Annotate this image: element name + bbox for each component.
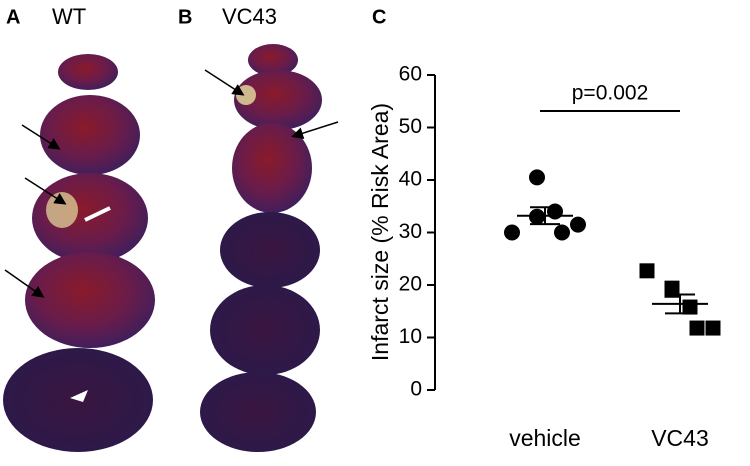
y-tick-label: 0: [410, 378, 422, 401]
data-point: [504, 224, 520, 241]
x-tick-label: VC43: [651, 425, 709, 451]
panel-letter: B: [178, 6, 192, 28]
y-axis-label: Infarct size (% Risk Area): [367, 103, 393, 361]
plot: 0 10 20 30 40 50 60 vehicle VC43 p=0.002: [399, 63, 721, 451]
data-point: [554, 224, 570, 241]
data-point: [570, 216, 586, 233]
panel-b-photo: [200, 44, 339, 452]
panel-letter: A: [6, 6, 20, 28]
y-tick-label: 60: [399, 63, 422, 86]
data-point: [529, 169, 545, 186]
y-tick-label: 30: [399, 220, 422, 243]
annotation: p=0.002: [572, 82, 649, 105]
y-tick-label: 50: [399, 115, 422, 138]
panel-caption: VC43: [222, 4, 277, 29]
data-point: [547, 203, 563, 220]
panel-caption: WT: [52, 4, 86, 29]
x-tick-label: vehicle: [509, 425, 581, 451]
data-point: [689, 320, 705, 336]
data-point: [529, 208, 545, 225]
data-point: [639, 263, 655, 279]
y-tick-label: 10: [399, 325, 422, 348]
data-point: [682, 299, 698, 315]
data-point: [664, 280, 680, 296]
y-tick-label: 40: [399, 168, 422, 191]
data-point: [705, 320, 721, 336]
y-tick-label: 20: [399, 273, 422, 296]
panel-a-photo: [3, 54, 155, 452]
panel-letter: C: [372, 6, 386, 28]
